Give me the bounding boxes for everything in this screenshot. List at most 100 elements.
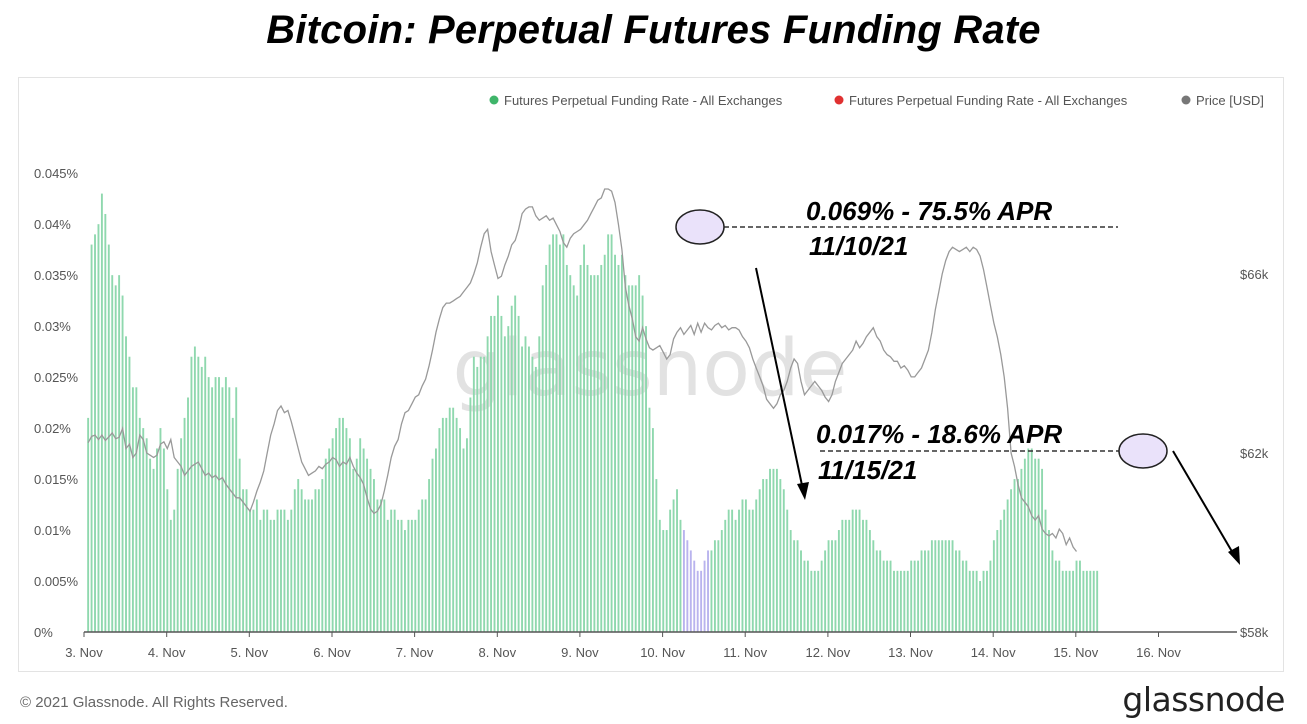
funding-rate-bar xyxy=(865,519,868,632)
x-tick-label: 8. Nov xyxy=(479,645,517,660)
funding-rate-bar xyxy=(624,275,627,632)
funding-rate-bar xyxy=(965,560,968,632)
funding-rate-bar xyxy=(407,519,410,632)
funding-rate-bar xyxy=(245,489,248,632)
x-tick-label: 7. Nov xyxy=(396,645,434,660)
funding-rate-bar xyxy=(510,305,513,632)
funding-rate-bar xyxy=(121,295,124,632)
funding-rate-bar xyxy=(500,315,503,632)
funding-rate-bar xyxy=(524,336,527,632)
annotation-1-date-text: 11/10/21 xyxy=(809,231,908,261)
funding-rate-bar xyxy=(324,458,327,632)
funding-rate-bar xyxy=(162,448,165,632)
x-tick-label: 15. Nov xyxy=(1053,645,1098,660)
funding-rate-bar xyxy=(180,438,183,632)
funding-rate-bar xyxy=(528,346,530,632)
funding-rate-bar xyxy=(1023,458,1026,632)
annotation-1-rate-text: 0.069% - 75.5% APR xyxy=(806,196,1052,226)
funding-rate-bar xyxy=(1017,479,1019,632)
funding-rate-bar xyxy=(455,417,458,632)
funding-rate-bar xyxy=(762,479,765,632)
x-tick-label: 12. Nov xyxy=(805,645,850,660)
funding-rate-bar xyxy=(738,509,740,632)
y-axis-left: 0% 0.005% 0.01% 0.015% 0.02% 0.025% 0.03% 0.035… xyxy=(34,166,79,640)
x-tick-label: 5. Nov xyxy=(231,645,269,660)
funding-rate-bar xyxy=(176,468,179,632)
funding-rate-bar xyxy=(517,315,520,632)
funding-rate-bar xyxy=(775,468,778,632)
funding-rate-bar xyxy=(373,479,375,632)
funding-rate-bar xyxy=(348,438,351,632)
funding-rate-bar xyxy=(786,509,789,632)
funding-rate-bar xyxy=(135,387,138,632)
funding-rate-bar xyxy=(125,336,127,632)
funding-rate-bar xyxy=(404,530,406,632)
funding-rate-bar xyxy=(548,244,551,632)
funding-rate-bar xyxy=(1092,570,1095,632)
funding-rate-bar xyxy=(645,326,647,632)
funding-rate-bar xyxy=(514,295,517,632)
funding-rate-bar xyxy=(410,519,413,632)
funding-rate-bar xyxy=(820,560,823,632)
funding-rate-bar xyxy=(992,540,995,632)
funding-rate-bar xyxy=(834,540,837,632)
funding-rate-bar xyxy=(311,499,313,632)
funding-rate-bar xyxy=(710,550,713,632)
annotation-2-arrowhead xyxy=(1228,546,1240,565)
x-tick-label: 9. Nov xyxy=(561,645,599,660)
y-right-tick-label: $62k xyxy=(1240,446,1269,461)
funding-rate-bar xyxy=(497,295,499,632)
annotation-2-rate-text: 0.017% - 18.6% APR xyxy=(816,419,1062,449)
funding-rate-bar xyxy=(817,570,820,632)
funding-rate-bar xyxy=(569,275,572,632)
funding-rate-bar xyxy=(197,356,200,632)
funding-rate-bar xyxy=(338,417,341,632)
funding-rate-bar xyxy=(283,509,286,632)
funding-rate-bar xyxy=(266,509,269,632)
funding-rate-bar xyxy=(579,264,582,632)
funding-rate-bar xyxy=(1079,560,1081,632)
funding-rate-bar xyxy=(131,387,134,632)
funding-rate-bar xyxy=(1044,509,1047,632)
funding-rate-bar xyxy=(975,570,978,632)
legend-marker-green xyxy=(489,95,499,105)
funding-rate-bar xyxy=(731,509,734,632)
funding-rate-bar xyxy=(200,366,203,632)
y-right-tick-label: $58k xyxy=(1240,625,1269,640)
funding-rate-bar xyxy=(376,499,379,632)
funding-rate-bar xyxy=(779,479,782,632)
funding-rate-bar xyxy=(800,550,802,632)
funding-rate-bar xyxy=(930,540,933,632)
funding-rate-bar xyxy=(486,336,489,632)
funding-rate-bar xyxy=(552,234,554,632)
funding-rate-bar xyxy=(851,509,854,632)
x-tick-label: 6. Nov xyxy=(313,645,351,660)
funding-rate-bar xyxy=(428,479,431,632)
funding-rate-bar xyxy=(934,540,937,632)
funding-rate-bar xyxy=(562,234,565,632)
funding-rate-bar xyxy=(204,356,207,632)
funding-rate-bar xyxy=(899,570,902,632)
funding-rate-bar xyxy=(655,479,658,632)
annotation-1-highlight-ellipse xyxy=(675,209,725,245)
funding-rate-bar xyxy=(610,234,613,632)
funding-rate-bar xyxy=(693,560,696,632)
legend-label-price: Price [USD] xyxy=(1196,93,1264,108)
funding-rate-bar xyxy=(538,336,541,632)
funding-rate-bar xyxy=(686,540,689,632)
funding-rate-bar xyxy=(1030,448,1033,632)
funding-rate-bar xyxy=(1006,499,1009,632)
funding-rate-bar xyxy=(90,244,93,632)
funding-rate-bar xyxy=(448,407,451,632)
funding-rate-bar xyxy=(507,326,510,632)
funding-rate-bar xyxy=(858,509,861,632)
funding-rate-bar xyxy=(1048,530,1050,632)
funding-rate-bar xyxy=(355,458,358,632)
funding-rate-bar xyxy=(383,499,386,632)
funding-rate-bar xyxy=(703,560,706,632)
funding-rate-bar xyxy=(342,417,344,632)
funding-rate-bar xyxy=(231,417,234,632)
funding-rate-bar xyxy=(545,264,548,632)
funding-rate-bar xyxy=(169,519,172,632)
funding-rate-bar xyxy=(1065,570,1068,632)
